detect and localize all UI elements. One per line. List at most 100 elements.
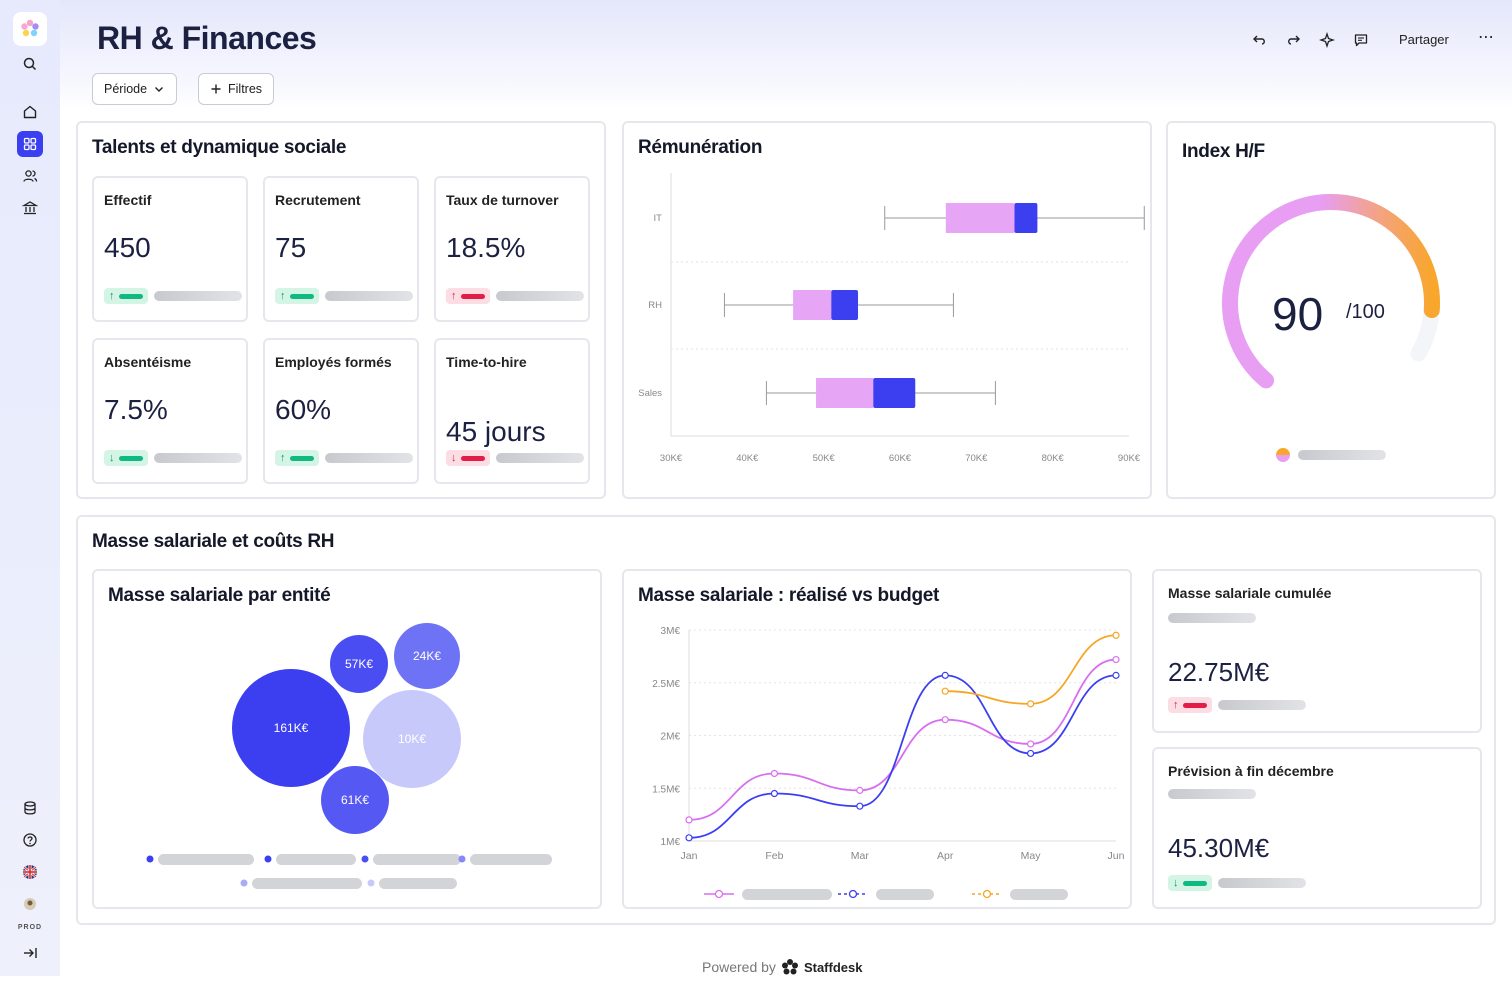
- x-tick-label: Apr: [937, 850, 954, 862]
- home-icon[interactable]: [17, 99, 43, 125]
- period-dropdown[interactable]: Période: [92, 73, 178, 105]
- trend-down-bad-badge: ↓: [446, 450, 490, 466]
- filters-button[interactable]: Filtres: [198, 73, 275, 105]
- skeleton-bar: [1168, 789, 1256, 799]
- legend-marker: [848, 889, 858, 899]
- users-icon[interactable]: [17, 163, 43, 189]
- avatar[interactable]: [17, 891, 43, 917]
- kpi-label: Recrutement: [275, 192, 361, 208]
- main-content: RH & Finances Partager ⋯ Période Filtres…: [60, 0, 1512, 1002]
- skeleton-bar: [470, 854, 552, 865]
- chevron-down-icon: [155, 87, 164, 92]
- data-point: [685, 816, 693, 824]
- data-point: [941, 716, 949, 724]
- kpi-label: Employés formés: [275, 354, 392, 370]
- undo-icon[interactable]: [1250, 30, 1270, 50]
- series-line: [688, 658, 1117, 821]
- trend-up-bad-badge: ↑: [446, 288, 490, 304]
- box-lower: [793, 290, 832, 320]
- bank-icon[interactable]: [17, 195, 43, 221]
- kpi-card[interactable]: Taux de turnover 18.5% ↑: [434, 176, 590, 322]
- bubble: [394, 623, 460, 689]
- x-tick-label: 60K€: [889, 453, 912, 464]
- skeleton-bar: [496, 453, 584, 463]
- kpi-card[interactable]: Recrutement 75 ↑: [263, 176, 419, 322]
- kpi-value: 7.5%: [104, 394, 168, 425]
- skeleton-bar: [379, 878, 457, 889]
- x-tick-label: May: [1021, 850, 1042, 862]
- arrow-up-icon: ↑: [1173, 699, 1179, 711]
- comment-icon[interactable]: [1351, 30, 1371, 50]
- skeleton-bar: [154, 291, 242, 301]
- redo-icon[interactable]: [1283, 30, 1303, 50]
- legend-dot: [146, 855, 154, 863]
- database-icon[interactable]: [17, 795, 43, 821]
- data-point: [1027, 749, 1035, 758]
- x-tick-label: Feb: [765, 850, 783, 862]
- help-icon[interactable]: [17, 827, 43, 853]
- masse-realise-card: Masse salariale : réalisé vs budget 1M€ 1…: [622, 569, 1132, 909]
- data-point: [685, 834, 693, 842]
- kpi-card[interactable]: Time-to-hire 45 jours ↓: [434, 338, 590, 484]
- box-lower: [816, 378, 874, 408]
- skeleton-bar: [325, 291, 413, 301]
- arrow-up-icon: ↑: [451, 290, 457, 302]
- masse-cumulee-title: Masse salariale cumulée: [1168, 585, 1332, 601]
- y-tick-label: Sales: [638, 388, 662, 399]
- talents-card: Talents et dynamique sociale Effectif 45…: [76, 121, 606, 499]
- kpi-value: 75: [275, 232, 307, 263]
- dashboard-icon[interactable]: [17, 131, 43, 157]
- masse-cumulee-value: 22.75M€: [1168, 657, 1270, 687]
- prevision-title: Prévision à fin décembre: [1168, 763, 1334, 779]
- skeleton-bar: [276, 854, 356, 865]
- legend-dot: [1276, 448, 1290, 462]
- bubble-label: 61K€: [341, 793, 369, 807]
- brand-name: Staffdesk: [803, 959, 863, 975]
- more-options-button[interactable]: ⋯: [1478, 29, 1495, 46]
- index-hf-value: 90: [1272, 288, 1324, 340]
- app-logo[interactable]: [13, 12, 47, 46]
- search-icon[interactable]: [17, 51, 43, 77]
- y-tick-label: 1.5M€: [652, 784, 680, 795]
- data-point: [941, 687, 949, 695]
- line-chart: 1M€ 1.5M€ 2M€ 2.5M€ 3M€ Jan Feb Mar Apr May Jun: [652, 626, 1125, 900]
- staffdesk-logo-icon: [781, 959, 798, 975]
- masse-by-entity-title: Masse salariale par entité: [108, 585, 331, 606]
- kpi-card[interactable]: Employés formés 60% ↑: [263, 338, 419, 484]
- y-tick-label: RH: [648, 300, 662, 311]
- kpi-label: Effectif: [104, 192, 152, 208]
- skeleton-bar: [252, 878, 362, 889]
- kpi-label: Absentéisme: [104, 354, 192, 370]
- arrow-down-icon: ↓: [451, 452, 457, 464]
- index-hf-title: Index H/F: [1182, 141, 1265, 162]
- skeleton-bar: [325, 453, 413, 463]
- remuneration-card: Rémunération 30K€ 40K€ 50K€ 60K€ 70K€ 80K€ 90K…: [622, 121, 1152, 499]
- data-point: [1112, 631, 1120, 639]
- collapse-sidebar-icon[interactable]: [17, 940, 43, 966]
- x-tick-label: 50K€: [813, 453, 836, 464]
- environment-label: PROD: [17, 924, 43, 931]
- skeleton-bar: [1218, 700, 1306, 710]
- skeleton-bar: [154, 453, 242, 463]
- skeleton-bar: [496, 291, 584, 301]
- uk-flag-icon[interactable]: [17, 859, 43, 885]
- filters-label: Filtres: [228, 82, 263, 96]
- y-tick-label: 1M€: [661, 837, 681, 848]
- kpi-card[interactable]: Absentéisme 7.5% ↓: [92, 338, 248, 484]
- arrow-down-icon: ↓: [109, 452, 115, 464]
- box-upper: [873, 378, 916, 408]
- masse-section-title: Masse salariale et coûts RH: [92, 531, 335, 552]
- legend-dot: [361, 855, 369, 863]
- box-upper: [1014, 203, 1038, 233]
- share-button[interactable]: Partager: [1399, 32, 1449, 47]
- x-tick-label: 80K€: [1042, 453, 1065, 464]
- sparkle-ai-icon[interactable]: [1317, 30, 1337, 50]
- page-title: RH & Finances: [97, 20, 317, 56]
- kpi-card[interactable]: Effectif 450 ↑: [92, 176, 248, 322]
- trend-down-good-badge: ↓: [1168, 875, 1212, 891]
- kpi-label: Time-to-hire: [446, 354, 527, 370]
- prevision-card[interactable]: Prévision à fin décembre 45.30M€ ↓: [1152, 747, 1482, 909]
- data-point: [1027, 700, 1035, 708]
- data-point: [770, 789, 778, 798]
- masse-cumulee-card[interactable]: Masse salariale cumulée 22.75M€ ↑: [1152, 569, 1482, 733]
